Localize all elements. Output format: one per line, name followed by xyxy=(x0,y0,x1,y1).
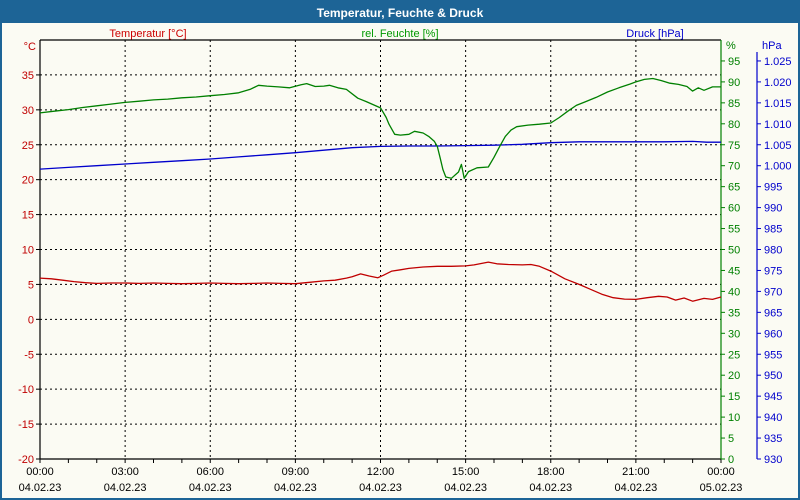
date-label: 04.02.23 xyxy=(19,482,62,494)
temp-axis-tick-label: -5 xyxy=(24,349,34,361)
humidity-axis-tick-label: 55 xyxy=(728,224,740,236)
time-label: 09:00 xyxy=(282,466,310,478)
pressure-axis-tick-label: 980 xyxy=(764,245,782,257)
time-label: 00:00 xyxy=(707,466,735,478)
date-label: 04.02.23 xyxy=(444,482,487,494)
humidity-axis-tick-label: 35 xyxy=(728,307,740,319)
pressure-axis-tick-label: 1.025 xyxy=(764,56,792,68)
window-title: Temperatur, Feuchte & Druck xyxy=(316,5,484,20)
humidity-axis-tick-label: 95 xyxy=(728,56,740,68)
pressure-axis-tick-label: 1.005 xyxy=(764,140,792,152)
pressure-axis-tick-label: 1.015 xyxy=(764,98,792,110)
date-label: 04.02.23 xyxy=(274,482,317,494)
pressure-axis-tick-label: 985 xyxy=(764,224,782,236)
humidity-axis-tick-label: 45 xyxy=(728,265,740,277)
pressure-axis-tick-label: 970 xyxy=(764,286,782,298)
temp-axis-tick-label: 0 xyxy=(28,314,34,326)
humidity-axis-tick-label: 0 xyxy=(728,454,734,466)
date-label: 05.02.23 xyxy=(700,482,743,494)
time-label: 12:00 xyxy=(367,466,395,478)
pressure-axis-tick-label: 975 xyxy=(764,265,782,277)
temperature-axis-unit: °C xyxy=(23,41,36,53)
temp-axis-tick-label: 20 xyxy=(22,175,34,187)
temp-axis-tick-label: -15 xyxy=(18,419,34,431)
humidity-axis-tick-label: 70 xyxy=(728,161,740,173)
humidity-axis-tick-label: 5 xyxy=(728,433,734,445)
legend-pressure-label: Druck [hPa] xyxy=(626,28,684,40)
time-label: 03:00 xyxy=(111,466,139,478)
pressure-axis-tick-label: 950 xyxy=(764,370,782,382)
temp-axis-tick-label: 10 xyxy=(22,245,34,257)
time-label: 21:00 xyxy=(622,466,650,478)
legend-temperature-label: Temperatur [°C] xyxy=(109,28,187,40)
humidity-axis-tick-label: 75 xyxy=(728,140,740,152)
humidity-axis-tick-label: 50 xyxy=(728,245,740,257)
pressure-axis-tick-label: 940 xyxy=(764,412,782,424)
humidity-axis-tick-label: 90 xyxy=(728,77,740,89)
humidity-axis-tick-label: 10 xyxy=(728,412,740,424)
pressure-axis-unit: hPa xyxy=(762,40,782,52)
date-label: 04.02.23 xyxy=(614,482,657,494)
temp-axis-tick-label: -20 xyxy=(18,454,34,466)
pressure-axis-tick-label: 960 xyxy=(764,328,782,340)
temperature-series-line xyxy=(39,261,722,302)
pressure-axis-tick-label: 945 xyxy=(764,391,782,403)
temp-axis-tick-label: 15 xyxy=(22,210,34,222)
legend-humidity-label: rel. Feuchte [%] xyxy=(361,28,439,40)
time-label: 06:00 xyxy=(196,466,224,478)
time-label: 15:00 xyxy=(452,466,480,478)
title-bar: Temperatur, Feuchte & Druck xyxy=(2,2,798,23)
humidity-axis-tick-label: 65 xyxy=(728,182,740,194)
pressure-axis-tick-label: 965 xyxy=(764,307,782,319)
pressure-axis-tick-label: 1.010 xyxy=(764,119,792,131)
pressure-series-line xyxy=(39,140,721,170)
temp-axis-tick-label: 30 xyxy=(22,105,34,117)
date-label: 04.02.23 xyxy=(104,482,147,494)
time-label: 18:00 xyxy=(537,466,565,478)
pressure-axis-tick-label: 1.000 xyxy=(764,161,792,173)
pressure-axis-tick-label: 930 xyxy=(764,454,782,466)
humidity-axis-tick-label: 85 xyxy=(728,98,740,110)
date-label: 04.02.23 xyxy=(529,482,572,494)
humidity-axis-tick-label: 25 xyxy=(728,349,740,361)
pressure-axis-tick-label: 990 xyxy=(764,203,782,215)
date-label: 04.02.23 xyxy=(189,482,232,494)
humidity-axis-tick-label: 40 xyxy=(728,286,740,298)
time-label: 00:00 xyxy=(26,466,54,478)
temp-axis-tick-label: 5 xyxy=(28,279,34,291)
humidity-axis-tick-label: 80 xyxy=(728,119,740,131)
humidity-series-line xyxy=(39,77,721,179)
temp-axis-tick-label: 25 xyxy=(22,140,34,152)
date-label: 04.02.23 xyxy=(359,482,402,494)
humidity-axis-tick-label: 15 xyxy=(728,391,740,403)
pressure-axis-tick-label: 995 xyxy=(764,182,782,194)
pressure-axis-tick-label: 1.020 xyxy=(764,77,792,89)
pressure-axis-tick-label: 955 xyxy=(764,349,782,361)
temp-axis-tick-label: -10 xyxy=(18,384,34,396)
temp-axis-tick-label: 35 xyxy=(22,70,34,82)
humidity-axis-unit: % xyxy=(726,40,736,52)
pressure-axis-tick-label: 935 xyxy=(764,433,782,445)
humidity-axis-tick-label: 30 xyxy=(728,328,740,340)
humidity-axis-tick-label: 20 xyxy=(728,370,740,382)
humidity-axis-tick-label: 60 xyxy=(728,203,740,215)
